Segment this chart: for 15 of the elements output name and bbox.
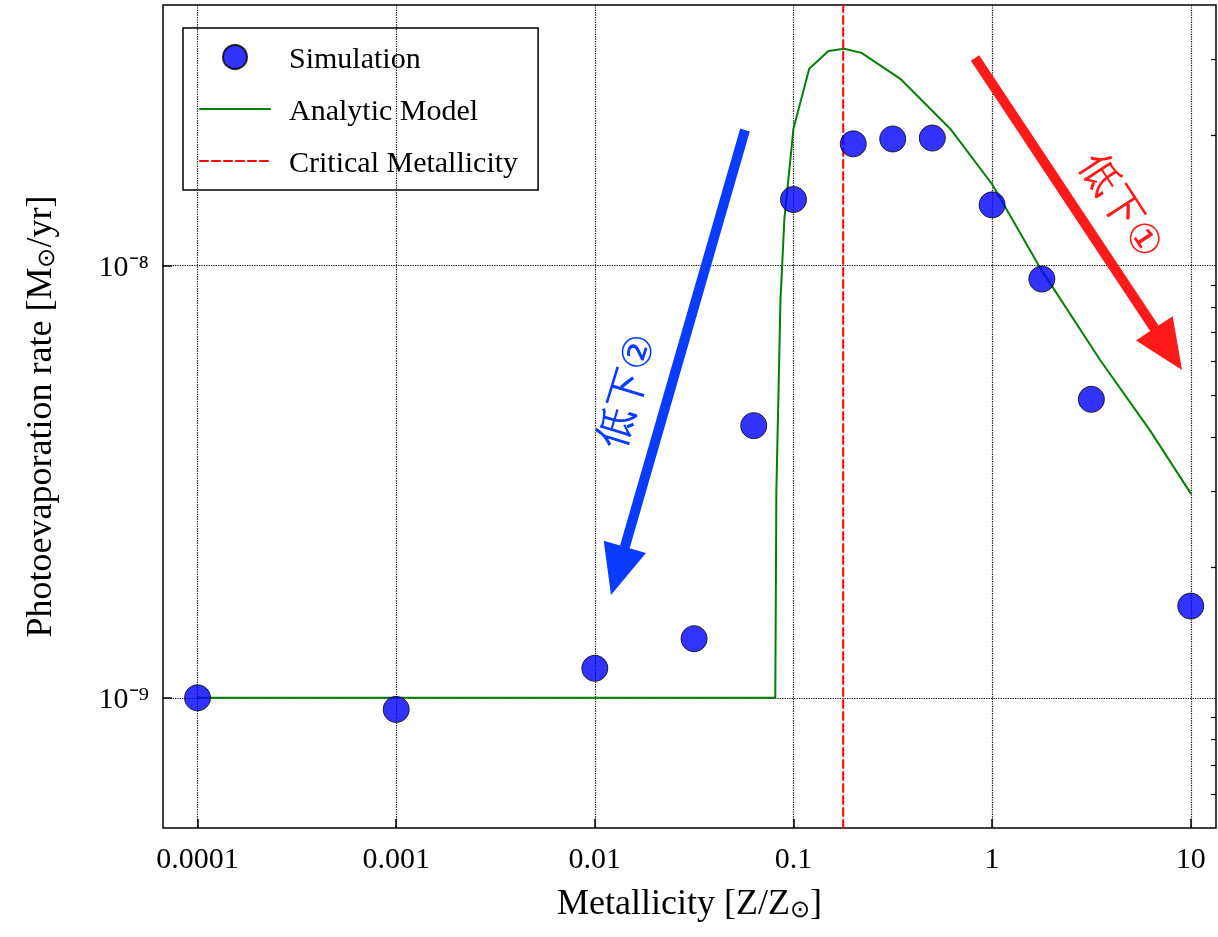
annotation: 低下① [1070, 142, 1175, 268]
y-tick-label: 10⁻⁸ [98, 248, 149, 282]
x-tick-label: 10 [1175, 840, 1206, 874]
y-axis-title: Photoevaporation rate [M⊙/yr] [19, 195, 59, 638]
x-tick-label: 0.01 [568, 840, 622, 874]
legend-label: Analytic Model [289, 92, 479, 126]
x-tick-label: 0.001 [362, 840, 430, 874]
x-tick-label: 0.1 [774, 840, 813, 874]
legend-label: Critical Metallicity [289, 144, 519, 178]
annotation: 低下② [585, 326, 666, 454]
x-tick-label: 0.0001 [156, 840, 239, 874]
x-axis-title: Metallicity [Z/Z⊙] [557, 882, 822, 922]
y-tick-label: 10⁻⁹ [98, 681, 149, 715]
legend-label: Simulation [289, 40, 421, 74]
x-tick-label: 1 [984, 840, 1000, 874]
